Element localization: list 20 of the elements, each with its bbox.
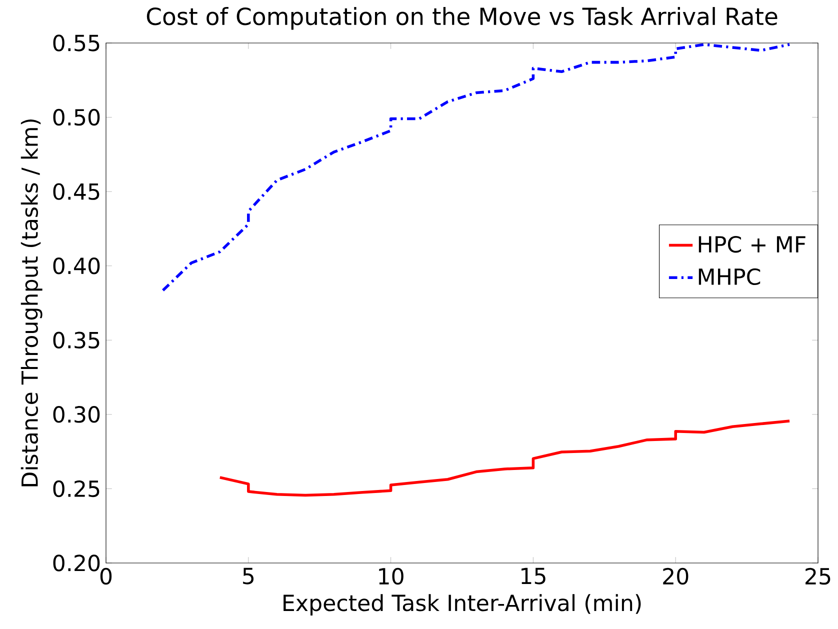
y-tick-label: 0.20 xyxy=(53,554,100,572)
y-axis-title: Distance Throughput (tasks / km) xyxy=(20,119,42,486)
y-tick-label: 0.55 xyxy=(53,34,100,52)
x-tick-label: 0 xyxy=(100,568,112,585)
y-tick-label: 0.35 xyxy=(53,332,100,349)
y-tick-label: 0.30 xyxy=(53,406,100,423)
x-tick-label: 25 xyxy=(806,568,830,585)
y-tick-label: 0.50 xyxy=(53,108,100,126)
x-tick-label: 10 xyxy=(379,568,404,585)
legend-label: HPC + MF xyxy=(698,236,806,253)
x-tick-label: 5 xyxy=(243,568,254,584)
x-tick-label: 20 xyxy=(663,568,688,585)
x-tick-label: 15 xyxy=(522,568,546,584)
y-tick-label: 0.25 xyxy=(53,480,100,498)
y-tick-label: 0.45 xyxy=(53,183,100,200)
chart-title: Cost of Computation on the Move vs Task Arrival Rate xyxy=(146,7,778,30)
legend-label: MHPC xyxy=(698,268,760,286)
y-tick-label: 0.40 xyxy=(53,257,100,274)
line-series xyxy=(218,420,791,497)
x-axis-title: Expected Task Inter-Arrival (min) xyxy=(284,594,641,616)
